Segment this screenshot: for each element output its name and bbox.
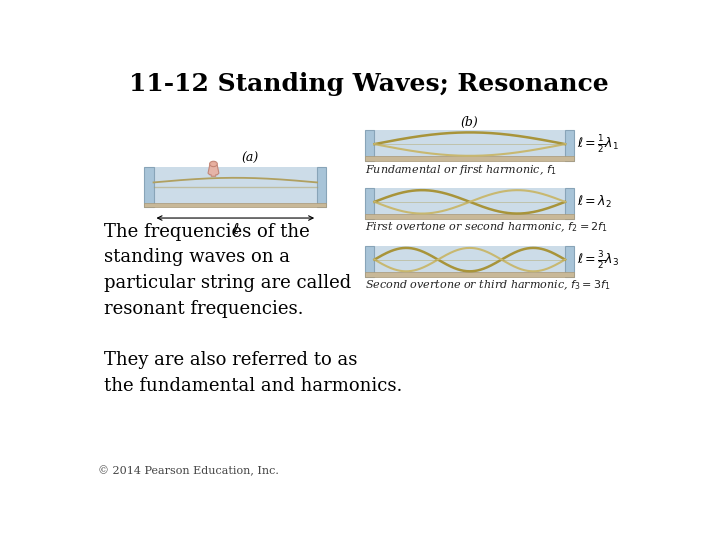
Text: $\ell = \lambda_2$: $\ell = \lambda_2$ xyxy=(577,194,612,210)
Text: 11-12 Standing Waves; Resonance: 11-12 Standing Waves; Resonance xyxy=(129,72,609,96)
Bar xyxy=(144,167,153,207)
Text: The frequencies of the
standing waves on a
particular string are called
resonant: The frequencies of the standing waves on… xyxy=(104,222,351,318)
Text: First overtone or second harmonic, $f_2 = 2f_1$: First overtone or second harmonic, $f_2 … xyxy=(365,220,608,234)
Text: (b): (b) xyxy=(461,116,479,129)
Bar xyxy=(144,202,326,207)
Text: © 2014 Pearson Education, Inc.: © 2014 Pearson Education, Inc. xyxy=(98,465,279,476)
Text: (a): (a) xyxy=(241,152,258,165)
Bar xyxy=(365,246,374,276)
Text: Fundamental or first harmonic, $f_1$: Fundamental or first harmonic, $f_1$ xyxy=(365,163,557,177)
Bar xyxy=(565,130,575,161)
Text: $\ell = \frac{1}{2}\lambda_1$: $\ell = \frac{1}{2}\lambda_1$ xyxy=(577,133,619,155)
Text: They are also referred to as
the fundamental and harmonics.: They are also referred to as the fundame… xyxy=(104,351,402,395)
Bar xyxy=(365,272,575,276)
Bar xyxy=(365,130,374,161)
Ellipse shape xyxy=(210,161,217,167)
Bar xyxy=(374,246,565,276)
Bar xyxy=(153,167,317,207)
Bar xyxy=(365,188,374,219)
Bar xyxy=(365,214,575,219)
Polygon shape xyxy=(208,163,219,176)
Bar xyxy=(374,130,565,161)
Text: $\ell$: $\ell$ xyxy=(232,222,239,237)
Text: $\ell = \frac{3}{2}\lambda_3$: $\ell = \frac{3}{2}\lambda_3$ xyxy=(577,248,620,271)
Bar xyxy=(374,188,565,219)
Bar xyxy=(365,157,575,161)
Text: Second overtone or third harmonic, $f_3 = 3f_1$: Second overtone or third harmonic, $f_3 … xyxy=(365,278,611,292)
Bar xyxy=(317,167,326,207)
Bar xyxy=(565,246,575,276)
Bar xyxy=(565,188,575,219)
